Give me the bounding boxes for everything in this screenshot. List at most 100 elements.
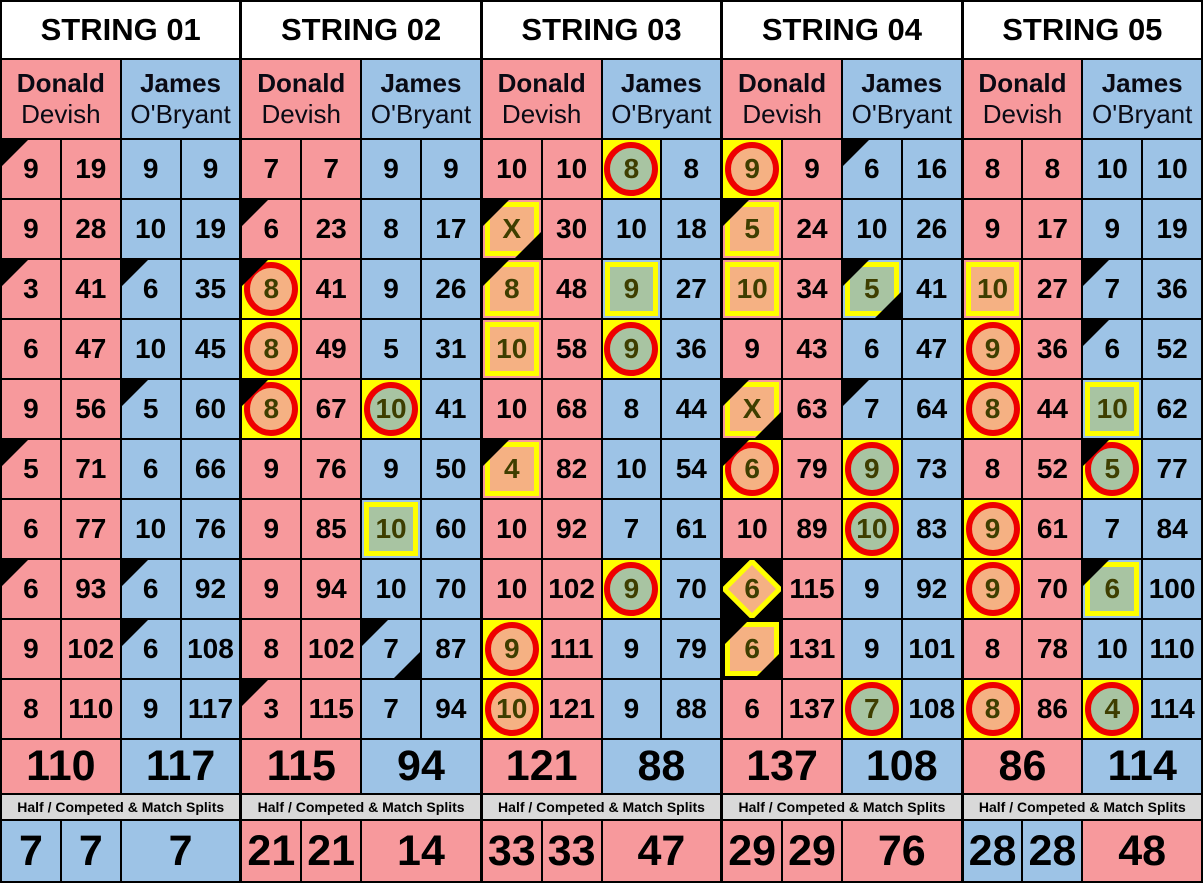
frame-total-cell[interactable]: 137 xyxy=(783,680,841,738)
frame-total-cell[interactable]: 17 xyxy=(421,200,480,258)
split-count-cell[interactable]: 7 xyxy=(2,821,60,881)
frame-total-cell[interactable]: 115 xyxy=(302,680,361,738)
player-name-cell[interactable]: James O'Bryant xyxy=(842,60,961,138)
string-title-cell[interactable]: STRING 04 xyxy=(723,2,961,58)
player-name-cell[interactable]: James O'Bryant xyxy=(121,60,240,138)
split-count-cell[interactable]: 7 xyxy=(61,821,120,881)
frame-score-cell[interactable]: 9 xyxy=(242,440,301,498)
frame-total-cell[interactable]: 73 xyxy=(902,440,961,498)
frame-score-cell[interactable]: 8 xyxy=(963,380,1022,438)
frame-score-cell[interactable]: 6 xyxy=(723,680,782,738)
string-title-cell[interactable]: STRING 05 xyxy=(963,2,1202,58)
frame-score-cell[interactable]: 3 xyxy=(2,260,60,318)
frame-total-cell[interactable]: 111 xyxy=(542,620,601,678)
frame-score-cell[interactable]: 9 xyxy=(121,140,180,198)
frame-score-cell[interactable]: 9 xyxy=(121,680,180,738)
string-title-cell[interactable]: STRING 02 xyxy=(242,2,480,58)
frame-score-cell[interactable]: 9 xyxy=(723,140,782,198)
frame-total-cell[interactable]: 85 xyxy=(302,500,361,558)
frame-score-cell[interactable]: 9 xyxy=(602,680,661,738)
frame-score-cell[interactable]: 10 xyxy=(121,320,180,378)
frame-total-cell[interactable]: 110 xyxy=(1143,620,1202,678)
frame-total-cell[interactable]: 89 xyxy=(783,500,841,558)
frame-score-cell[interactable]: 6 xyxy=(121,620,180,678)
frame-score-cell[interactable]: 8 xyxy=(242,260,301,318)
string-total-cell[interactable]: 110 xyxy=(2,740,120,793)
string-total-cell[interactable]: 115 xyxy=(242,740,361,793)
frame-score-cell[interactable]: 8 xyxy=(482,260,541,318)
string-title-cell[interactable]: STRING 03 xyxy=(482,2,721,58)
frame-total-cell[interactable]: 44 xyxy=(1023,380,1082,438)
split-count-cell[interactable]: 76 xyxy=(842,821,961,881)
frame-total-cell[interactable]: 70 xyxy=(662,560,721,618)
frame-score-cell[interactable]: 6 xyxy=(1083,320,1142,378)
frame-total-cell[interactable]: 35 xyxy=(181,260,240,318)
player-name-cell[interactable]: Donald Devish xyxy=(482,60,601,138)
frame-total-cell[interactable]: 94 xyxy=(421,680,480,738)
string-total-cell[interactable]: 117 xyxy=(121,740,240,793)
split-count-cell[interactable]: 28 xyxy=(963,821,1022,881)
frame-score-cell[interactable]: 8 xyxy=(602,380,661,438)
frame-total-cell[interactable]: 19 xyxy=(1143,200,1202,258)
frame-score-cell[interactable]: 10 xyxy=(482,560,541,618)
frame-score-cell[interactable]: 6 xyxy=(723,620,782,678)
frame-total-cell[interactable]: 84 xyxy=(1143,500,1202,558)
frame-total-cell[interactable]: 52 xyxy=(1023,440,1082,498)
split-count-cell[interactable]: 29 xyxy=(723,821,782,881)
string-total-cell[interactable]: 94 xyxy=(362,740,480,793)
frame-score-cell[interactable]: 10 xyxy=(723,260,782,318)
frame-score-cell[interactable]: 9 xyxy=(963,560,1022,618)
frame-total-cell[interactable]: 36 xyxy=(662,320,721,378)
frame-total-cell[interactable]: 8 xyxy=(662,140,721,198)
frame-total-cell[interactable]: 9 xyxy=(783,140,841,198)
frame-score-cell[interactable]: 10 xyxy=(482,500,541,558)
split-count-cell[interactable]: 7 xyxy=(121,821,240,881)
frame-total-cell[interactable]: 23 xyxy=(302,200,361,258)
frame-score-cell[interactable]: 6 xyxy=(2,500,60,558)
frame-score-cell[interactable]: 9 xyxy=(602,620,661,678)
frame-score-cell[interactable]: 10 xyxy=(602,440,661,498)
frame-total-cell[interactable]: 34 xyxy=(783,260,841,318)
frame-score-cell[interactable]: 9 xyxy=(2,200,60,258)
frame-total-cell[interactable]: 79 xyxy=(783,440,841,498)
frame-score-cell[interactable]: 4 xyxy=(482,440,541,498)
frame-score-cell[interactable]: 8 xyxy=(242,320,301,378)
frame-total-cell[interactable]: 16 xyxy=(902,140,961,198)
frame-total-cell[interactable]: 48 xyxy=(542,260,601,318)
frame-score-cell[interactable]: 10 xyxy=(482,320,541,378)
frame-total-cell[interactable]: 41 xyxy=(61,260,120,318)
frame-score-cell[interactable]: 10 xyxy=(362,380,420,438)
frame-total-cell[interactable]: 88 xyxy=(662,680,721,738)
frame-score-cell[interactable]: 7 xyxy=(842,380,901,438)
frame-score-cell[interactable]: 9 xyxy=(242,560,301,618)
frame-total-cell[interactable]: 28 xyxy=(61,200,120,258)
frame-total-cell[interactable]: 30 xyxy=(542,200,601,258)
frame-total-cell[interactable]: 87 xyxy=(421,620,480,678)
string-total-cell[interactable]: 88 xyxy=(602,740,721,793)
frame-score-cell[interactable]: 7 xyxy=(1083,260,1142,318)
frame-score-cell[interactable]: 9 xyxy=(842,620,901,678)
frame-total-cell[interactable]: 79 xyxy=(662,620,721,678)
frame-total-cell[interactable]: 102 xyxy=(542,560,601,618)
frame-score-cell[interactable]: 9 xyxy=(963,320,1022,378)
frame-score-cell[interactable]: 7 xyxy=(1083,500,1142,558)
frame-score-cell[interactable]: 9 xyxy=(963,200,1022,258)
frame-total-cell[interactable]: 17 xyxy=(1023,200,1082,258)
frame-total-cell[interactable]: 26 xyxy=(421,260,480,318)
frame-score-cell[interactable]: 8 xyxy=(2,680,60,738)
frame-total-cell[interactable]: 64 xyxy=(902,380,961,438)
player-name-cell[interactable]: Donald Devish xyxy=(723,60,841,138)
frame-total-cell[interactable]: 70 xyxy=(1023,560,1082,618)
split-count-cell[interactable]: 21 xyxy=(242,821,301,881)
frame-total-cell[interactable]: 114 xyxy=(1143,680,1202,738)
frame-score-cell[interactable]: 7 xyxy=(602,500,661,558)
frame-total-cell[interactable]: 49 xyxy=(302,320,361,378)
frame-total-cell[interactable]: 82 xyxy=(542,440,601,498)
frame-total-cell[interactable]: 67 xyxy=(302,380,361,438)
frame-score-cell[interactable]: 9 xyxy=(2,620,60,678)
frame-total-cell[interactable]: 86 xyxy=(1023,680,1082,738)
frame-total-cell[interactable]: 7 xyxy=(302,140,361,198)
frame-score-cell[interactable]: 9 xyxy=(1083,200,1142,258)
frame-total-cell[interactable]: 10 xyxy=(542,140,601,198)
frame-score-cell[interactable]: 9 xyxy=(602,260,661,318)
